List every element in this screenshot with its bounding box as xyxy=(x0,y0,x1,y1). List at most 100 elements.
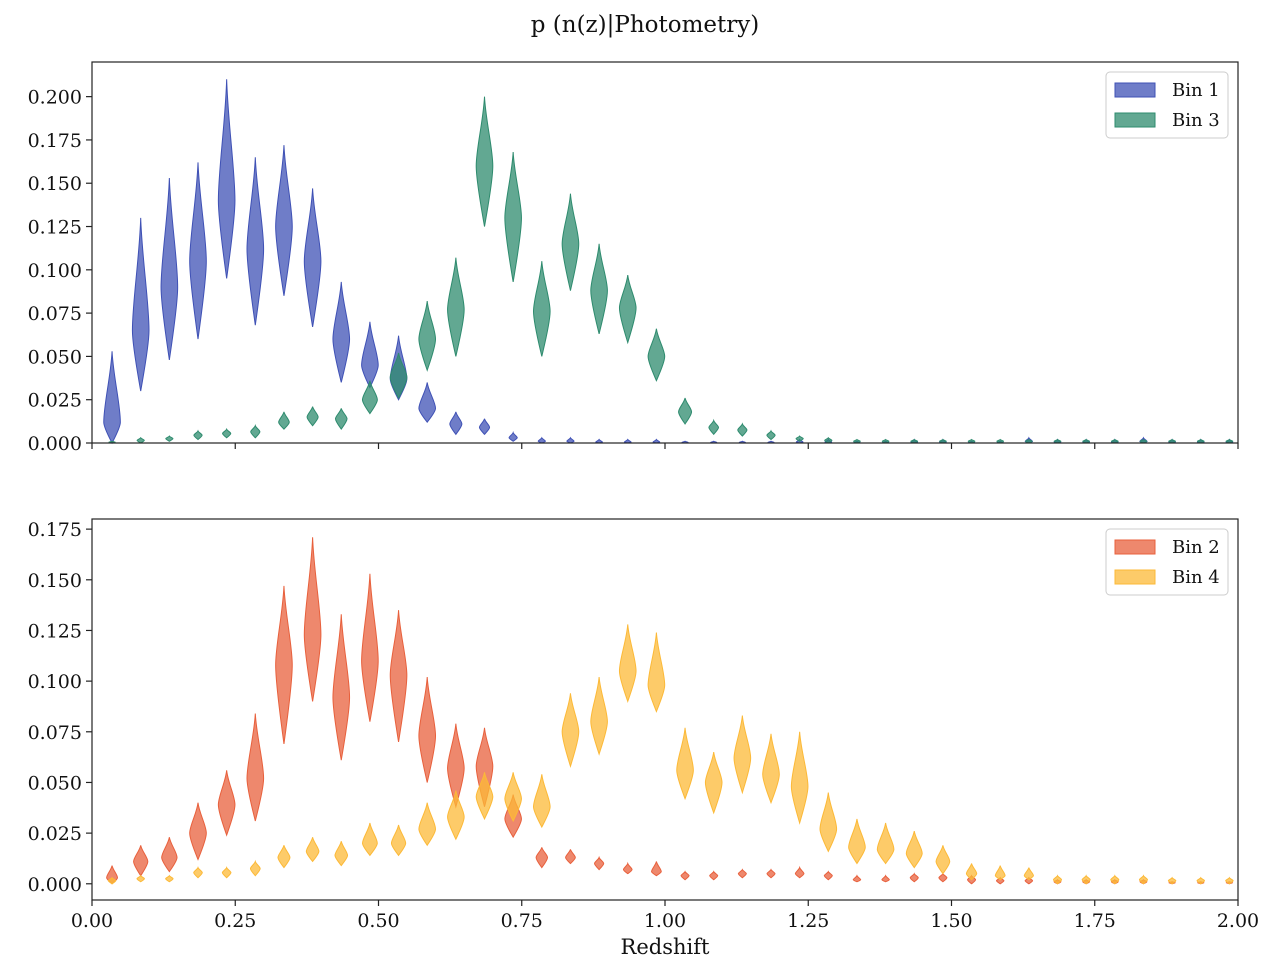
violin xyxy=(362,822,378,857)
violin xyxy=(133,845,149,877)
violin xyxy=(305,837,320,863)
x-tick-label: 1.25 xyxy=(787,910,829,932)
violin xyxy=(249,859,261,877)
violin xyxy=(217,79,236,279)
violin xyxy=(193,866,203,879)
violin xyxy=(994,865,1006,881)
x-axis-label: Redshift xyxy=(621,935,710,959)
violin xyxy=(447,790,465,841)
violin xyxy=(766,429,776,441)
y-tick-label: 0.050 xyxy=(28,346,82,368)
violin xyxy=(131,217,150,392)
violin xyxy=(361,573,379,722)
bottom-panel: 0.000 0.025 0.050 0.075 0.100 0.125 0.150 0.175… xyxy=(28,518,1259,959)
violin xyxy=(189,802,207,861)
violin xyxy=(561,693,580,768)
violin xyxy=(277,845,291,869)
violin xyxy=(995,876,1005,885)
violin xyxy=(418,802,437,847)
x-tick-label: 0.25 xyxy=(214,910,256,932)
violin xyxy=(193,429,203,441)
violin xyxy=(881,874,890,883)
violin xyxy=(107,876,117,885)
y-tick-label: 0.075 xyxy=(28,722,82,744)
violin xyxy=(704,752,723,815)
legend-entry: Bin 2 xyxy=(1172,537,1220,558)
violin xyxy=(447,257,465,357)
violin xyxy=(275,585,293,745)
y-tick-label: 0.100 xyxy=(28,671,82,693)
violin xyxy=(361,380,378,415)
violin xyxy=(103,351,121,445)
violin xyxy=(303,537,322,702)
violin xyxy=(909,872,919,883)
legend-swatch xyxy=(1114,539,1156,555)
y-tick-label: 0.125 xyxy=(28,620,82,642)
chart-title: p (n(z)|Photometry) xyxy=(531,12,759,38)
violin xyxy=(905,831,923,869)
violin xyxy=(678,397,693,425)
violin xyxy=(935,845,951,875)
x-tick-label: 0.50 xyxy=(357,910,399,932)
legend-entry: Bin 4 xyxy=(1172,567,1220,588)
violin xyxy=(217,770,236,837)
x-tick-label: 1.00 xyxy=(644,910,686,932)
violin xyxy=(565,847,576,865)
violin xyxy=(622,861,633,875)
legend-swatch xyxy=(1114,112,1156,128)
violin xyxy=(533,261,551,357)
violin xyxy=(332,281,351,383)
violin xyxy=(762,733,780,805)
violin xyxy=(136,874,145,883)
violin xyxy=(275,145,293,296)
violin xyxy=(475,772,494,821)
violin xyxy=(766,868,776,879)
violin xyxy=(1023,867,1034,881)
violin xyxy=(1081,874,1091,885)
violin xyxy=(165,435,174,442)
violin xyxy=(819,792,838,853)
violin xyxy=(504,772,522,823)
violin xyxy=(795,435,804,442)
violin xyxy=(221,866,232,879)
violin xyxy=(306,406,319,427)
violin xyxy=(418,677,437,783)
legend: Bin 1 Bin 3 xyxy=(1105,71,1229,139)
violin xyxy=(794,865,805,879)
violin xyxy=(618,274,637,345)
violin xyxy=(136,436,145,444)
violin xyxy=(508,431,518,442)
violin xyxy=(852,874,862,883)
y-tick-label: 0.000 xyxy=(28,874,82,896)
violin xyxy=(418,300,437,372)
violin xyxy=(161,837,178,873)
violin xyxy=(418,382,437,424)
series-bin-4 xyxy=(107,624,1234,885)
violin xyxy=(390,824,407,857)
violin xyxy=(566,436,575,444)
violin xyxy=(533,774,551,829)
y-tick-label: 0.100 xyxy=(28,260,82,282)
violin xyxy=(361,321,379,389)
violin xyxy=(561,193,580,291)
violin xyxy=(334,408,348,431)
violin xyxy=(708,418,720,436)
violin xyxy=(1110,874,1120,885)
violin xyxy=(389,610,408,743)
violin xyxy=(278,411,290,430)
series-bin-2 xyxy=(106,537,1234,885)
series-bin-1 xyxy=(103,79,1234,445)
violin xyxy=(965,863,978,881)
violin xyxy=(737,422,748,437)
y-tick-label: 0.150 xyxy=(28,173,82,195)
violin xyxy=(537,436,546,444)
y-tick-label: 0.200 xyxy=(28,87,82,109)
violin xyxy=(246,713,265,822)
x-tick-label: 1.75 xyxy=(1074,910,1116,932)
y-tick-label: 0.025 xyxy=(28,823,82,845)
violin xyxy=(647,328,666,382)
violin xyxy=(303,188,322,328)
violin xyxy=(876,822,895,865)
legend-swatch xyxy=(1114,82,1156,98)
